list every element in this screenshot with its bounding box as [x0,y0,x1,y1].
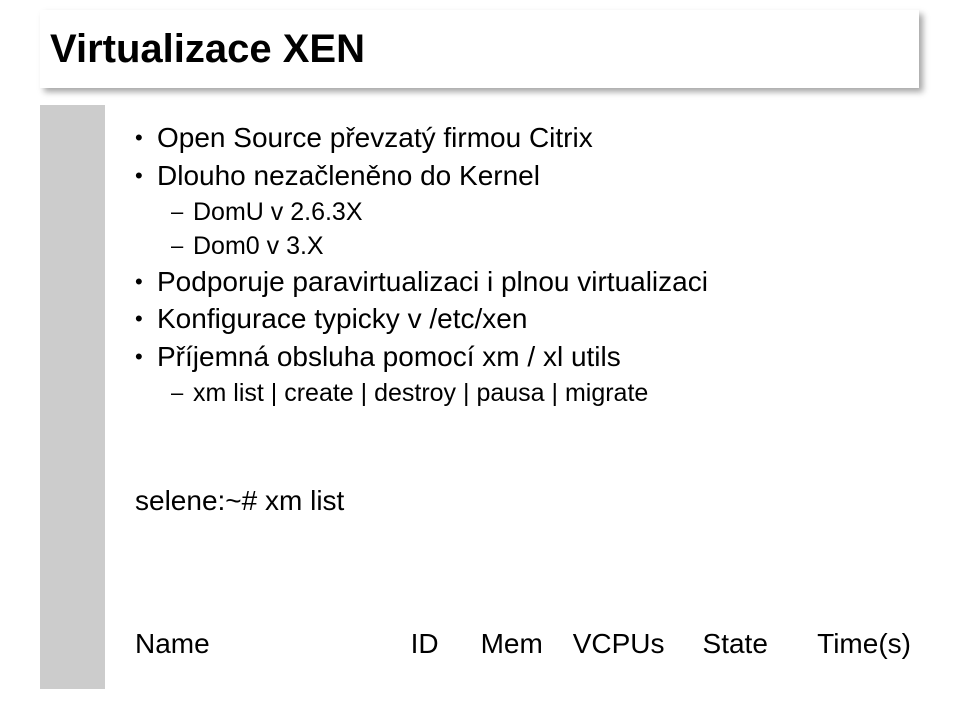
sidebar-decoration [40,105,105,689]
col-header-time: Time(s) [799,626,911,662]
bullet-subitem: xm list | create | destroy | pausa | mig… [171,377,911,409]
col-header-vcpus: VCPUs [567,626,665,662]
slide-content: Open Source převzatý firmou Citrix Dlouh… [135,120,911,719]
slide-title: Virtualizace XEN [50,27,365,72]
title-bar: Virtualizace XEN [40,10,919,88]
terminal-header-row: Name ID Mem VCPUs State Time(s) [135,626,911,662]
bullet-item: Podporuje paravirtualizaci i plnou virtu… [135,264,911,300]
bullet-subitem: Dom0 v 3.X [171,230,911,262]
col-header-id: ID [411,626,461,662]
slide: Virtualizace XEN Open Source převzatý fi… [0,0,959,719]
bullet-item: Open Source převzatý firmou Citrix [135,120,911,156]
bullet-item: Dlouho nezačleněno do Kernel [135,158,911,194]
col-header-name: Name [135,626,411,662]
col-header-state: State [665,626,799,662]
terminal-output: selene:~# xm list Name ID Mem VCPUs Stat… [135,411,911,719]
terminal-prompt-line: selene:~# xm list [135,483,911,519]
bullet-item: Příjemná obsluha pomocí xm / xl utils [135,339,911,375]
bullet-item: Konfigurace typicky v /etc/xen [135,301,911,337]
bullet-subitem: DomU v 2.6.3X [171,196,911,228]
col-header-mem: Mem [461,626,567,662]
